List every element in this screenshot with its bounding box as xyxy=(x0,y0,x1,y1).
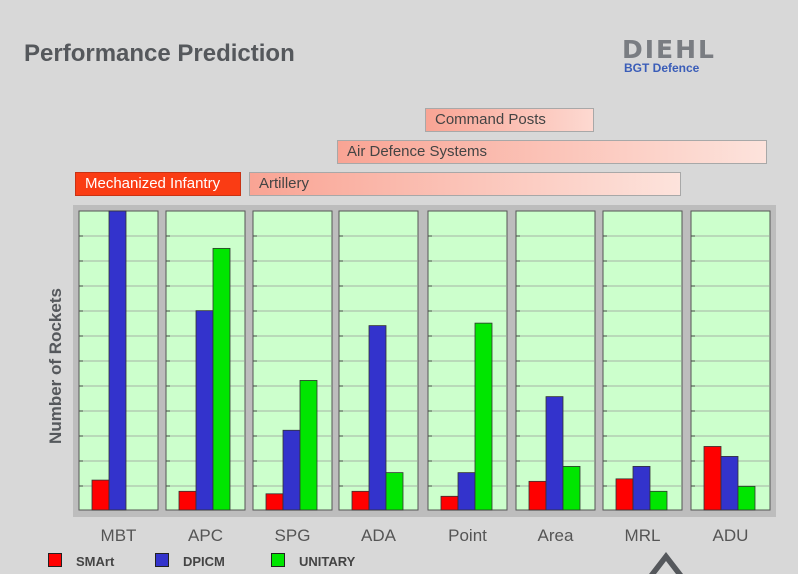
legend-swatch-dpicm xyxy=(155,553,169,567)
logo-subtitle: BGT Defence xyxy=(624,61,700,75)
bar-area-unitary xyxy=(562,465,581,511)
bar-mrl-smart xyxy=(615,478,634,511)
bar-ada-smart xyxy=(351,490,370,511)
bar-apc-unitary xyxy=(212,247,231,511)
x-tick-label-mbt: MBT xyxy=(101,526,137,545)
band-command-posts: Command Posts xyxy=(425,108,594,132)
bar-mrl-dpicm xyxy=(632,465,651,511)
legend-swatch-unitary xyxy=(271,553,285,567)
bar-spg-unitary xyxy=(299,380,318,511)
legend-swatch-smart xyxy=(48,553,62,567)
logo-brand: DIEHL xyxy=(622,35,716,64)
bar-point-dpicm xyxy=(457,472,476,511)
x-tick-label-point: Point xyxy=(448,526,487,545)
x-tick-label-mrl: MRL xyxy=(625,526,661,545)
bar-apc-dpicm xyxy=(195,310,214,511)
bar-ada-dpicm xyxy=(368,325,387,511)
bar-ada-unitary xyxy=(385,472,404,511)
x-tick-label-ada: ADA xyxy=(361,526,397,545)
legend-label-unitary: UNITARY xyxy=(299,554,356,569)
band-artillery: Artillery xyxy=(249,172,681,196)
bar-mbt-dpicm xyxy=(108,210,127,511)
bar-adu-smart xyxy=(703,446,722,511)
legend-label-smart: SMArt xyxy=(76,554,115,569)
band-air-defence: Air Defence Systems xyxy=(337,140,767,164)
bar-spg-smart xyxy=(265,493,284,511)
x-tick-label-area: Area xyxy=(538,526,574,545)
panel-mrl xyxy=(602,210,683,511)
bar-adu-unitary xyxy=(737,485,756,511)
diehl-logo: DIEHL BGT Defence xyxy=(622,36,742,80)
bar-area-smart xyxy=(528,480,547,511)
panel-point xyxy=(427,210,508,511)
bar-point-unitary xyxy=(474,322,493,511)
triangle-logo-icon xyxy=(649,552,683,574)
x-tick-label-adu: ADU xyxy=(713,526,749,545)
bar-adu-dpicm xyxy=(720,456,739,511)
bar-area-dpicm xyxy=(545,396,564,511)
bar-spg-dpicm xyxy=(282,429,301,511)
bar-mrl-unitary xyxy=(649,490,668,511)
bar-apc-smart xyxy=(178,490,197,511)
bar-mbt-smart xyxy=(91,479,110,511)
x-tick-label-apc: APC xyxy=(188,526,223,545)
slide-title: Performance Prediction xyxy=(24,40,295,67)
legend-label-dpicm: DPICM xyxy=(183,554,225,569)
band-mechanized-infantry: Mechanized Infantry xyxy=(75,172,241,196)
x-tick-label-spg: SPG xyxy=(275,526,311,545)
bar-point-smart xyxy=(440,495,459,511)
